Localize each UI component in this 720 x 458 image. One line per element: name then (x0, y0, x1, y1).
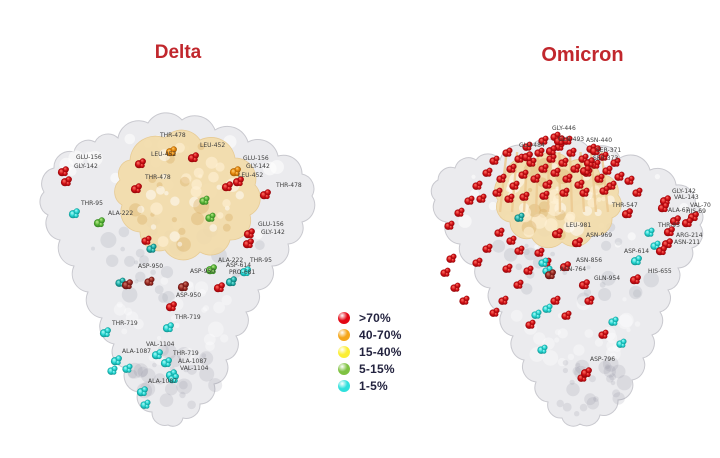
legend-color-dot (338, 379, 350, 392)
omicron-spike-structure: GLY-446 GLN-493 ASN-440 GLU-484 SER-371SER-3… (430, 125, 711, 427)
delta-residue-label: ASP-950 (176, 292, 201, 299)
omicron-residue-label: THR-95 (657, 222, 680, 229)
delta-residue-label: GLY-142 (74, 163, 98, 170)
omicron-residue-label: GLU-484 (519, 142, 545, 149)
legend-color-dot (338, 345, 350, 358)
omicron-residue-label: HIS-655 (648, 268, 672, 275)
delta-mutation-spheres (107, 195, 216, 409)
omicron-residue-label: ASN-211 (674, 239, 700, 246)
delta-residue-label: GLY-142 (246, 163, 270, 170)
delta-residue-label: ASP-614 (226, 262, 251, 269)
legend-label: 1-5% (359, 378, 388, 393)
delta-residue-label: ALA-222 (108, 210, 133, 217)
omicron-residue-label: ASN-440 (586, 137, 612, 144)
legend-item-3: 15-40% (338, 343, 402, 360)
omicron-residue-label: GLN-493 (558, 136, 584, 143)
omicron-residue-label: ASP-614 (624, 248, 649, 255)
legend-item-4: 5-15% (338, 360, 402, 377)
legend-color-dot (338, 311, 350, 324)
omicron-residue-label: ARG-214 (676, 232, 703, 239)
omicron-surface-texture (458, 150, 689, 417)
delta-residue-label: ASP-950 (138, 263, 163, 270)
legend-label: 15-40% (359, 344, 402, 359)
legend-label: 5-15% (359, 361, 395, 376)
delta-labeled-residues: THR-478LEU-452LEU-452GLU-156GLY-142GLU-1… (57, 132, 302, 397)
delta-residue-label: LEU-452 (238, 172, 263, 179)
omicron-residue-label: THR-547 (611, 202, 638, 209)
legend-item-5: 1-5% (338, 377, 402, 394)
omicron-residue-label: ASP-796 (590, 356, 615, 363)
delta-residue-label: THR-478 (159, 132, 186, 139)
omicron-residue-label: VAL-143 (674, 194, 699, 201)
delta-residue-label: THR-719 (111, 320, 138, 327)
omicron-residue-label: LEU-981 (566, 222, 591, 229)
omicron-labeled-residues: GLY-446 GLN-493 ASN-440 GLU-484 SER-371SER-3… (519, 125, 711, 378)
delta-residue-label: GLU-156 (76, 154, 102, 161)
delta-residue-label: LEU-452 (200, 142, 225, 149)
legend-label: 40-70% (359, 327, 402, 342)
delta-residue-label: THR-719 (172, 350, 199, 357)
delta-residue-label: ASP-950 (190, 268, 215, 275)
delta-residue-label: THR-719 (174, 314, 201, 321)
legend-item-2: 40-70% (338, 326, 402, 343)
omicron-residue-label: ASN-856 (576, 257, 602, 264)
delta-residue-label: ALA-1087 (178, 358, 207, 365)
omicron-residue-label: ASN-969 (586, 232, 612, 239)
delta-residue-label: GLY-142 (261, 229, 285, 236)
delta-residue-label: THR-95 (80, 200, 103, 207)
legend-color-dot (338, 362, 350, 375)
omicron-residue-label: GLY-446 (552, 125, 576, 132)
delta-residue-label: ALA-1087 (122, 348, 151, 355)
delta-residue-label: VAL-1104 (180, 365, 209, 372)
delta-title: Delta (154, 42, 202, 63)
omicron-residue-label: GLY-142 (672, 188, 696, 195)
omicron-title: Omicron (541, 44, 624, 66)
delta-residue-label: THR-478 (275, 182, 302, 189)
omicron-residue-label: HIS-69 (686, 208, 706, 215)
legend-item-1: >70% (338, 309, 402, 326)
legend-color-dot (338, 328, 350, 341)
omicron-residue-label: ASN-764 (560, 266, 586, 273)
delta-residue-label: PRO-681 (229, 269, 255, 276)
delta-spike-structure: THR-478LEU-452LEU-452GLU-156GLY-142GLU-1… (39, 112, 316, 427)
omicron-residue-label: SER-373 (593, 155, 618, 162)
legend-label: >70% (359, 310, 391, 325)
delta-residue-label: ALA-1087 (148, 378, 177, 385)
legend: >70% 40-70% 15-40% 5-15% 1-5% (338, 309, 402, 394)
omicron-residue-label: GLN-954 (594, 275, 620, 282)
omicron-residue-label: VAL-70 (690, 202, 711, 209)
delta-residue-label: ALA-222 (218, 257, 243, 264)
delta-residue-label: VAL-1104 (146, 341, 175, 348)
delta-residue-label: LEU-452 (151, 151, 176, 158)
omicron-residue-label: ALA-67 (668, 207, 690, 214)
delta-residue-label: THR-95 (249, 257, 272, 264)
delta-residue-label: GLU-156 (258, 221, 284, 228)
omicron-residue-label: SER-371 (596, 147, 621, 154)
delta-residue-label: THR-478 (144, 174, 171, 181)
delta-residue-label: GLU-156 (243, 155, 269, 162)
